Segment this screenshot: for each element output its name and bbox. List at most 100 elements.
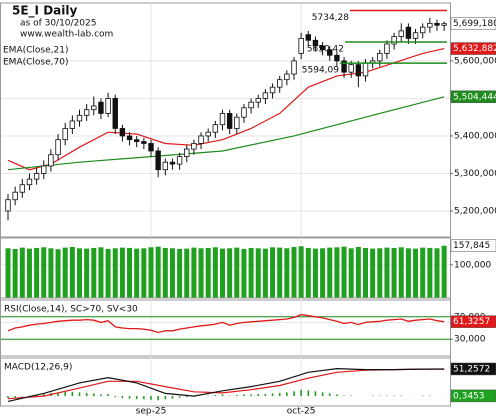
histogram-bar [64,391,66,397]
volume-bar [155,246,161,298]
y-tick-label: 5,600,000 [454,56,496,66]
volume-bar [241,248,247,298]
candle-body [362,62,369,77]
volume-bar [320,248,326,298]
value-box [450,90,496,104]
histogram-bar [85,392,88,397]
histogram-bar [128,396,131,399]
histogram-bar [293,391,295,397]
histogram-bar [257,393,260,397]
candle-body [48,154,54,167]
pane-frame [0,2,451,238]
candle-body [19,184,25,193]
candle-body [391,36,397,45]
histogram-bar [221,394,224,397]
candle-body [269,86,276,94]
volume-bar [298,246,304,298]
histogram-bar [28,395,31,397]
volume-bar [169,248,175,298]
histogram-bar [393,395,395,397]
histogram-bar [307,390,310,397]
candle-body [148,143,154,152]
candle-body [441,23,447,26]
pane-frame [0,237,451,301]
candle-body [305,34,311,41]
value-box [450,389,496,403]
histogram-bar [228,395,231,397]
histogram-bar [42,393,45,397]
histogram-bar [57,392,59,397]
x-tick-label: sep-25 [136,407,167,417]
histogram-bar [207,395,209,397]
volume-bar [405,248,411,298]
volume-bar [62,247,68,298]
volume-bar [441,245,447,298]
histogram-bar [328,393,331,397]
candle-body [155,150,161,171]
candle-body [91,105,97,111]
histogram-bar [350,395,352,397]
histogram-bar [185,396,188,398]
value-box-label: 5,699,180 [453,19,496,29]
histogram-bar [164,396,167,400]
value-box-label: 0,3453 [453,391,485,401]
y-tick-label: 5,400,000 [454,131,496,141]
histogram-bar [14,396,16,398]
candle-body [384,43,390,54]
histogram-bar [278,392,281,397]
candle-body [312,39,319,47]
volume-bar [363,247,368,298]
indicator-line [7,367,445,402]
histogram-bar [343,395,345,397]
histogram-bar [321,392,324,397]
y-tick-label: 100,000 [454,260,491,270]
volume-bar [191,247,197,298]
volume-bar [420,247,426,298]
candle-body [234,116,240,129]
volume-bar [12,248,18,298]
candle-body [12,191,18,201]
x-tick-label: oct-25 [287,407,316,417]
histogram-bar [114,396,117,398]
volume-bar [384,247,390,298]
candle-body [62,128,68,141]
candle-body [69,120,76,129]
volume-bar [134,248,140,298]
histogram-bar [214,395,217,397]
histogram-bar [100,394,102,397]
candle-body [33,173,40,180]
volume-bar [212,247,218,298]
volume-bar [198,248,204,298]
volume-bar [5,248,11,298]
candle-body [276,79,283,88]
volume-bar [105,248,111,298]
candle-body [427,22,433,28]
volume-bar [355,246,361,298]
volume-bar [327,247,333,298]
level-label: 5650,42 [307,44,344,54]
y-tick-label: 5,200,000 [454,206,496,216]
volume-bar [26,248,32,298]
candle-body [169,161,176,165]
candle-body [98,101,104,114]
value-box [450,17,496,30]
histogram-bar [300,389,302,397]
candle-body [55,139,61,156]
level-label: 5594,09 [302,66,339,76]
subtitle: as of 30/10/2025 [20,19,96,29]
candle-body [262,92,269,99]
histogram-bar [336,394,338,397]
candle-body [41,165,47,174]
histogram-bar [78,392,81,397]
value-box-label: 157,845 [453,241,490,251]
volume-bar [84,248,90,298]
histogram-bar [171,396,174,399]
candle-body [255,98,261,103]
histogram-bar [250,394,252,397]
histogram-bar [143,396,145,400]
volume-bar [255,248,261,298]
histogram-bar [386,395,388,397]
histogram-bar [429,395,431,397]
histogram-bar [21,396,24,397]
